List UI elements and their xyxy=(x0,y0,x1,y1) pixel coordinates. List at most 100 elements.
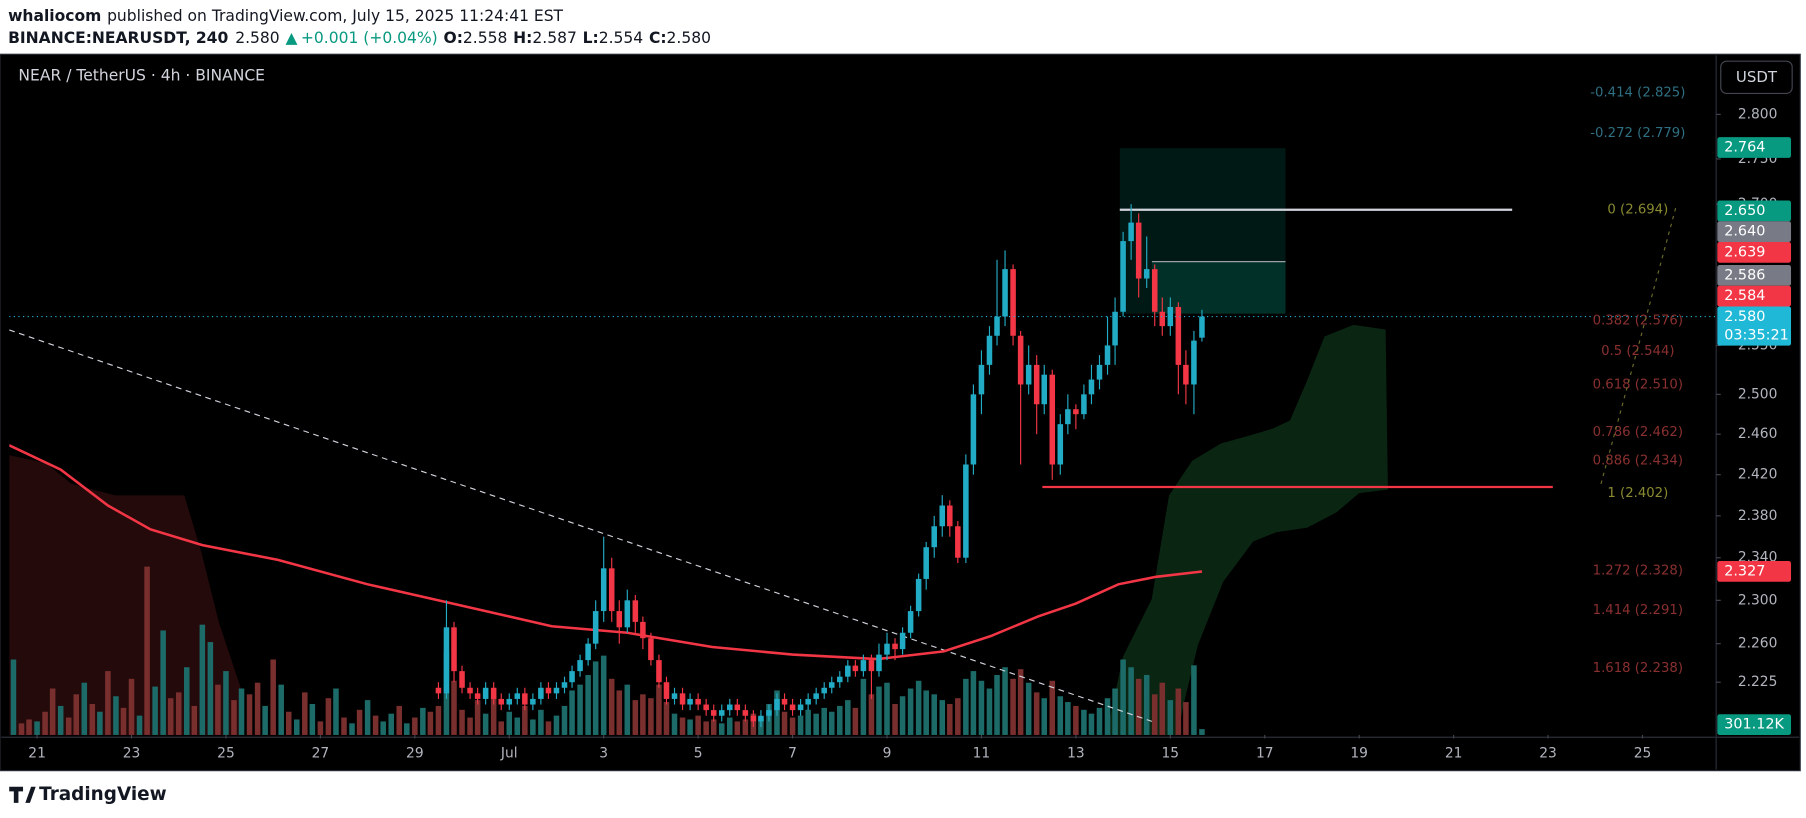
volume-bar xyxy=(1183,702,1189,735)
candle-body xyxy=(1049,374,1056,465)
fib-label: 1.272 (2.328) xyxy=(1593,563,1683,578)
symbol: BINANCE:NEARUSDT, 240 xyxy=(8,29,228,47)
axes: 2.8002.7502.7002.5502.5002.4602.4202.380… xyxy=(28,85,1792,761)
volume-bar xyxy=(640,694,646,735)
volume-bar xyxy=(294,719,300,735)
volume-bar xyxy=(42,711,48,735)
volume-bar xyxy=(1033,692,1040,735)
candle-body xyxy=(742,710,749,716)
candle-body xyxy=(1191,340,1197,385)
candle-body xyxy=(522,693,528,705)
price-tag xyxy=(1717,200,1792,222)
candle-body xyxy=(624,600,631,628)
volume-bar xyxy=(852,707,859,735)
x-tick-label: 9 xyxy=(883,745,892,761)
volume-bar xyxy=(899,696,906,735)
volume-bar xyxy=(947,703,953,735)
candle-body xyxy=(703,704,709,711)
volume-bar xyxy=(285,711,292,735)
candle-body xyxy=(1033,364,1040,405)
volume-bar xyxy=(167,698,174,735)
volume-bar xyxy=(545,721,552,735)
price-tag-label: 2.327 xyxy=(1724,563,1765,579)
volume-bar xyxy=(1120,659,1126,735)
candle-body xyxy=(939,505,946,527)
plot xyxy=(9,148,1717,735)
volume-bar xyxy=(246,694,253,735)
fib-label: 1 (2.402) xyxy=(1607,486,1668,501)
candle-body xyxy=(860,660,867,672)
logo-mark xyxy=(9,786,36,803)
volume-bar xyxy=(333,688,339,735)
volume-bar xyxy=(671,713,678,735)
fib-label: -0.414 (2.825) xyxy=(1590,85,1685,100)
volume-bar xyxy=(278,684,284,735)
candle-body xyxy=(797,704,804,711)
price-tag xyxy=(1717,561,1792,582)
candle-body xyxy=(766,710,772,716)
x-tick-label: 13 xyxy=(1067,745,1085,761)
candle-body xyxy=(1159,311,1166,327)
volume-bar xyxy=(828,711,835,735)
volume-bar xyxy=(789,717,796,735)
candle-body xyxy=(1199,316,1205,338)
price-tag xyxy=(1717,265,1792,286)
x-tick-label: 29 xyxy=(406,745,424,761)
volume-bar xyxy=(616,690,623,735)
volume-bar xyxy=(309,703,316,735)
candle-body xyxy=(1017,335,1024,385)
price-tag-label: 2.586 xyxy=(1724,267,1765,283)
candle-body xyxy=(813,693,819,699)
candle-body xyxy=(1112,311,1118,346)
volume-bar xyxy=(837,705,843,735)
volume-bar xyxy=(506,711,513,735)
volume-bar xyxy=(34,721,40,735)
position-inner-zone xyxy=(1151,261,1286,314)
candle-body xyxy=(561,682,568,688)
ema-line xyxy=(9,444,1203,661)
volume-bar xyxy=(1135,678,1142,735)
candle-body xyxy=(955,526,961,558)
candle-body xyxy=(490,687,497,699)
volume-bar xyxy=(663,702,670,735)
candle-body xyxy=(868,660,875,672)
volume-bar xyxy=(569,690,575,735)
ohlc-value: 2.554 xyxy=(599,29,644,47)
candle-body xyxy=(663,682,670,699)
volume-bar xyxy=(1010,678,1016,735)
volume-bar xyxy=(396,705,403,735)
y-tick-label: 2.300 xyxy=(1738,592,1778,608)
volume-bar xyxy=(805,709,811,735)
currency-label[interactable]: USDT xyxy=(1736,68,1778,86)
volume-bar xyxy=(302,692,308,735)
candle-body xyxy=(1096,364,1103,380)
volume-bar xyxy=(420,707,426,735)
candle-body xyxy=(789,704,796,711)
volume-bar xyxy=(530,719,536,735)
fib-label: 0.786 (2.462) xyxy=(1593,425,1683,440)
fib-label: 0.618 (2.510) xyxy=(1593,377,1683,392)
currency-button[interactable] xyxy=(1720,60,1793,94)
volume-bar xyxy=(380,721,386,735)
volume-bar xyxy=(1057,696,1064,735)
x-tick-label: 17 xyxy=(1256,745,1274,761)
volume-bar xyxy=(65,717,72,735)
volume-bar xyxy=(1096,707,1103,735)
clouds xyxy=(9,324,1388,735)
volume-bar xyxy=(1112,688,1118,735)
volume-bar xyxy=(26,719,32,735)
candle-body xyxy=(608,568,615,612)
candle-body xyxy=(482,687,489,699)
candle-body xyxy=(750,715,757,722)
volume-bar xyxy=(199,624,206,735)
volume-bar xyxy=(1151,694,1158,735)
volume-bar xyxy=(553,715,560,735)
volume-bar xyxy=(742,719,749,735)
candle-body xyxy=(963,464,969,558)
volume-bar xyxy=(18,723,25,735)
x-tick-label: 19 xyxy=(1350,745,1368,761)
volume-bar xyxy=(884,682,890,735)
volume-bar xyxy=(1002,667,1008,735)
fib-label: 0.5 (2.544) xyxy=(1601,344,1674,359)
x-tick-label: 7 xyxy=(788,745,797,761)
